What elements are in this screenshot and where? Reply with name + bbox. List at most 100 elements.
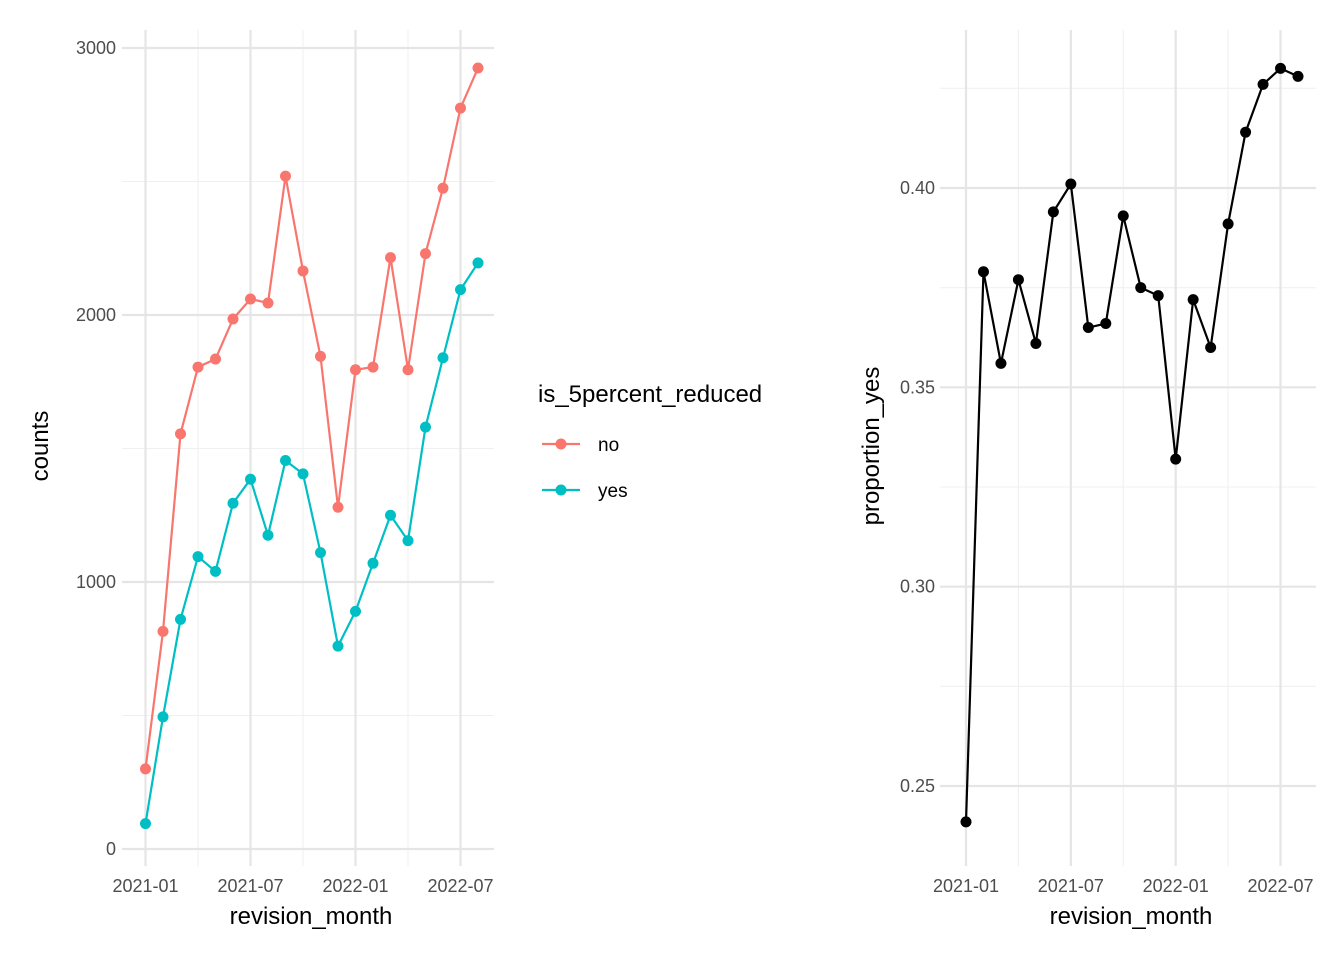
left-x-tick-label: 2021-07 — [217, 876, 283, 896]
left-data-point — [140, 818, 151, 830]
left-data-point — [262, 529, 274, 541]
right-y-tick-label: 0.25 — [900, 776, 935, 796]
left-chart-panel: 0 1000 2000 3000 2021-01 2021-07 2022-01 2022-… — [27, 30, 494, 930]
right-data-point — [1082, 322, 1094, 334]
left-data-point — [385, 509, 396, 521]
left-data-point — [420, 421, 431, 433]
left-data-point — [332, 501, 344, 513]
right-data-point — [1152, 290, 1164, 302]
left-data-point — [192, 551, 204, 563]
right-data-point — [977, 266, 989, 278]
legend-items: no yes — [542, 435, 628, 502]
left-y-tick-label: 3000 — [76, 38, 116, 58]
legend-label-no: no — [598, 435, 619, 456]
left-data-point — [367, 361, 379, 373]
left-data-point — [297, 265, 309, 277]
left-data-point — [402, 364, 414, 376]
legend: is_5percent_reduced no yes — [538, 381, 762, 502]
right-y-tick-label: 0.30 — [900, 577, 935, 597]
left-y-tick-label: 2000 — [76, 305, 116, 325]
right-series-group — [960, 62, 1304, 828]
left-data-point — [385, 252, 396, 264]
left-data-point — [297, 468, 309, 480]
right-data-point — [1257, 78, 1269, 90]
left-data-point — [262, 297, 274, 309]
left-data-point — [437, 182, 449, 194]
left-y-tick-label: 1000 — [76, 572, 116, 592]
right-data-point — [1100, 318, 1112, 330]
right-x-axis-title: revision_month — [1050, 903, 1213, 930]
left-series-group — [140, 62, 484, 830]
legend-key-point-no — [555, 438, 567, 450]
left-x-tick-labels: 2021-01 2021-07 2022-01 2022-07 — [112, 876, 493, 896]
left-data-point — [175, 613, 186, 625]
right-x-tick-labels: 2021-01 2021-07 2022-01 2022-07 — [933, 876, 1314, 896]
left-data-point — [437, 352, 449, 364]
left-data-point — [280, 455, 291, 467]
right-data-point — [1222, 218, 1234, 230]
right-data-point — [1187, 294, 1199, 306]
right-data-point — [1205, 341, 1217, 353]
left-data-point — [455, 102, 466, 114]
left-data-point — [175, 428, 186, 440]
legend-title: is_5percent_reduced — [538, 381, 762, 408]
right-data-point — [960, 816, 972, 828]
right-data-point — [1065, 178, 1077, 190]
left-data-point — [280, 170, 291, 182]
left-data-point — [210, 353, 221, 365]
left-data-point — [332, 640, 344, 652]
left-data-point — [315, 350, 326, 362]
left-data-point — [227, 313, 239, 325]
left-data-point — [210, 565, 221, 577]
right-x-tick-label: 2021-01 — [933, 876, 999, 896]
left-data-point — [315, 547, 326, 559]
left-data-point — [245, 293, 256, 305]
left-data-point — [420, 248, 431, 260]
left-y-tick-labels: 0 1000 2000 3000 — [76, 38, 116, 859]
right-data-point — [1275, 62, 1287, 74]
left-y-tick-label: 0 — [106, 839, 116, 859]
left-data-point — [140, 763, 151, 775]
left-data-point — [157, 711, 169, 723]
right-data-point — [1135, 282, 1147, 294]
left-data-point — [367, 557, 379, 569]
right-chart-panel: 0.250.300.350.40 2021-01 2021-07 2022-01 20… — [858, 30, 1316, 930]
right-y-tick-labels: 0.25 0.30 0.35 0.40 — [900, 178, 935, 796]
right-y-tick-label: 0.40 — [900, 178, 935, 198]
right-gridlines — [940, 30, 1316, 866]
left-data-point — [157, 625, 169, 637]
right-x-tick-label: 2022-01 — [1143, 876, 1209, 896]
right-data-point — [1047, 206, 1059, 218]
left-data-point — [455, 284, 466, 296]
left-data-point — [192, 361, 204, 373]
right-data-point — [1012, 274, 1024, 286]
right-series-line-proportion — [964, 67, 1299, 822]
left-data-point — [350, 364, 361, 376]
left-data-point — [402, 535, 414, 547]
legend-label-yes: yes — [598, 481, 628, 502]
right-x-tick-label: 2022-07 — [1247, 876, 1313, 896]
right-y-axis-title: proportion_yes — [858, 367, 885, 526]
left-data-point — [350, 605, 361, 617]
left-data-point — [472, 257, 484, 269]
legend-key-point-yes — [555, 484, 567, 496]
right-data-point — [1030, 337, 1042, 349]
left-y-axis-title: counts — [27, 411, 54, 482]
right-data-point — [1240, 126, 1252, 138]
right-y-tick-label: 0.35 — [900, 377, 935, 397]
left-x-tick-label: 2022-07 — [427, 876, 493, 896]
left-data-point — [227, 497, 239, 509]
right-data-point — [995, 357, 1007, 369]
right-x-tick-label: 2021-07 — [1038, 876, 1104, 896]
right-data-point — [1292, 70, 1304, 82]
left-data-point — [245, 473, 256, 485]
left-series-line-yes — [144, 262, 479, 824]
left-x-tick-label: 2022-01 — [322, 876, 388, 896]
right-data-point — [1117, 210, 1129, 222]
left-x-tick-label: 2021-01 — [112, 876, 178, 896]
left-gridlines — [122, 30, 494, 866]
left-data-point — [472, 62, 484, 74]
left-x-axis-title: revision_month — [230, 903, 393, 930]
right-data-point — [1170, 453, 1182, 465]
